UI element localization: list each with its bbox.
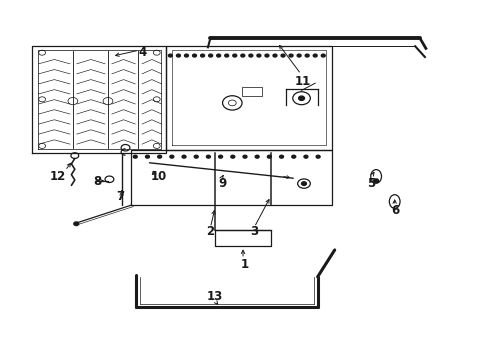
Circle shape bbox=[255, 155, 259, 158]
Text: 5: 5 bbox=[366, 177, 375, 190]
Circle shape bbox=[194, 155, 198, 158]
Circle shape bbox=[373, 179, 378, 183]
Circle shape bbox=[264, 54, 268, 57]
Circle shape bbox=[133, 155, 137, 158]
Circle shape bbox=[316, 155, 320, 158]
Circle shape bbox=[232, 54, 236, 57]
Circle shape bbox=[200, 54, 204, 57]
Circle shape bbox=[321, 54, 325, 57]
Circle shape bbox=[279, 155, 283, 158]
Circle shape bbox=[298, 96, 304, 100]
Text: 9: 9 bbox=[218, 177, 226, 190]
Text: 11: 11 bbox=[294, 75, 310, 88]
Text: 12: 12 bbox=[50, 170, 66, 183]
Circle shape bbox=[272, 54, 276, 57]
Circle shape bbox=[74, 222, 79, 226]
Text: 7: 7 bbox=[116, 190, 124, 203]
Circle shape bbox=[297, 54, 301, 57]
Circle shape bbox=[241, 54, 244, 57]
Circle shape bbox=[313, 54, 317, 57]
Text: 2: 2 bbox=[206, 225, 214, 238]
Text: 4: 4 bbox=[138, 46, 146, 59]
Circle shape bbox=[218, 155, 222, 158]
Circle shape bbox=[224, 54, 228, 57]
Text: 10: 10 bbox=[151, 170, 167, 183]
Text: 6: 6 bbox=[391, 204, 399, 217]
Circle shape bbox=[176, 54, 180, 57]
Text: 13: 13 bbox=[207, 290, 223, 303]
Circle shape bbox=[169, 155, 173, 158]
Circle shape bbox=[182, 155, 185, 158]
Circle shape bbox=[305, 54, 308, 57]
Circle shape bbox=[206, 155, 210, 158]
Circle shape bbox=[158, 155, 161, 158]
Text: 1: 1 bbox=[240, 258, 248, 271]
Circle shape bbox=[301, 182, 306, 185]
Circle shape bbox=[216, 54, 220, 57]
Circle shape bbox=[184, 54, 188, 57]
Circle shape bbox=[304, 155, 307, 158]
Circle shape bbox=[288, 54, 292, 57]
Circle shape bbox=[208, 54, 212, 57]
Circle shape bbox=[243, 155, 246, 158]
Text: 3: 3 bbox=[250, 225, 258, 238]
Circle shape bbox=[168, 54, 172, 57]
Circle shape bbox=[145, 155, 149, 158]
Circle shape bbox=[256, 54, 260, 57]
Circle shape bbox=[291, 155, 295, 158]
Circle shape bbox=[281, 54, 285, 57]
Text: 8: 8 bbox=[93, 175, 101, 188]
Circle shape bbox=[192, 54, 196, 57]
Circle shape bbox=[248, 54, 252, 57]
Circle shape bbox=[230, 155, 234, 158]
Circle shape bbox=[267, 155, 271, 158]
